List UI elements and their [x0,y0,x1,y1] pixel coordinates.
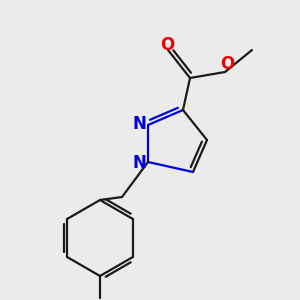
Text: O: O [160,36,174,54]
Text: N: N [132,154,146,172]
Text: N: N [132,115,146,133]
Text: O: O [220,55,234,73]
